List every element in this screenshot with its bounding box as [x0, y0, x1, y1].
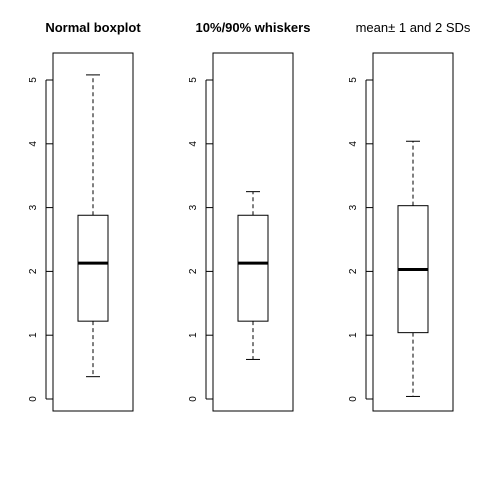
box — [237, 214, 269, 322]
y-tick-label: 1 — [28, 332, 39, 338]
y-tick-label: 4 — [28, 141, 39, 147]
y-tick-label: 0 — [188, 396, 199, 402]
plot-frame — [372, 52, 454, 412]
y-tick-label: 3 — [348, 204, 359, 210]
y-tick-label: 2 — [28, 268, 39, 274]
y-tick-label: 5 — [188, 77, 199, 83]
panel-mean-sd: mean± 1 and 2 SDs 0 1 2 3 4 5 — [348, 20, 471, 412]
panel-10-90-whiskers: 10%/90% whiskers 0 1 2 3 4 5 — [188, 20, 311, 412]
y-tick-label: 2 — [348, 268, 359, 274]
panel-normal-boxplot: Normal boxplot 0 1 2 3 4 5 — [28, 20, 141, 412]
y-tick-label: 2 — [188, 268, 199, 274]
y-tick-label: 5 — [28, 77, 39, 83]
y-tick-label: 1 — [348, 332, 359, 338]
panel-title: 10%/90% whiskers — [196, 20, 311, 35]
box — [77, 214, 109, 322]
y-tick-label: 4 — [348, 141, 359, 147]
y-tick-label: 5 — [348, 77, 359, 83]
plot-frame — [212, 52, 294, 412]
panel-title: Normal boxplot — [45, 20, 141, 35]
y-tick-label: 0 — [28, 396, 39, 402]
plot-frame — [52, 52, 134, 412]
y-tick-label: 3 — [28, 204, 39, 210]
y-tick-label: 1 — [188, 332, 199, 338]
y-tick-label: 4 — [188, 141, 199, 147]
panel-title: mean± 1 and 2 SDs — [356, 20, 471, 35]
y-tick-label: 3 — [188, 204, 199, 210]
y-tick-label: 0 — [348, 396, 359, 402]
